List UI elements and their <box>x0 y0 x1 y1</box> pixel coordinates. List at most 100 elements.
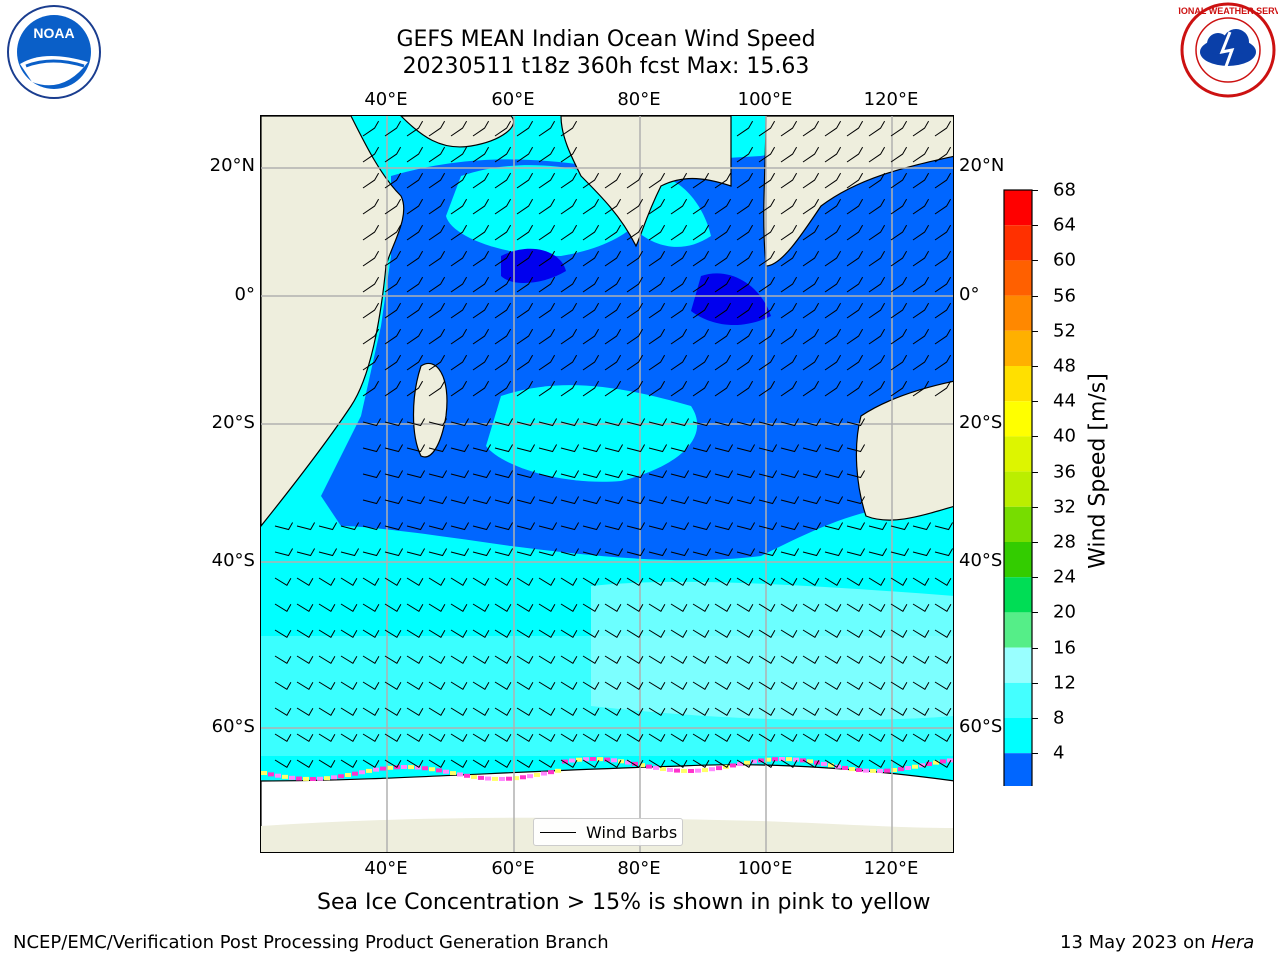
wind-barb <box>626 496 646 505</box>
graticule <box>261 116 953 852</box>
colorbar-tick-mark <box>1032 577 1038 579</box>
wind-barb <box>516 120 534 137</box>
wind-barb <box>560 603 578 612</box>
wind-barb <box>384 302 402 319</box>
sea-ice-cell <box>310 776 316 781</box>
wind-barb <box>868 198 886 215</box>
wind-barb <box>802 629 820 638</box>
wind-barb <box>472 681 490 690</box>
wind-barb <box>890 733 908 742</box>
sea-ice-cell <box>674 768 680 773</box>
wind-barb <box>582 198 600 215</box>
wind-barb <box>362 172 380 189</box>
wind-barb <box>670 276 688 293</box>
wind-barb <box>868 276 886 293</box>
wind-barb <box>912 120 930 137</box>
wind-barb <box>714 759 732 768</box>
wind-barb <box>868 224 886 241</box>
colorbar-segment <box>1004 366 1032 402</box>
wind-barb <box>670 733 688 742</box>
wind-barb <box>318 603 336 612</box>
sea-ice-cell <box>618 759 624 764</box>
wind-barb <box>626 328 644 345</box>
sea-ice-cell <box>681 768 687 773</box>
wind-barb <box>450 655 468 664</box>
wind-barb <box>560 276 578 293</box>
wind-barb <box>868 603 886 612</box>
wind-barb <box>560 328 578 345</box>
colorbar-segment <box>1004 577 1032 613</box>
colorbar-segment <box>1004 260 1032 296</box>
wind-barb <box>362 733 380 742</box>
wind-barbs <box>274 120 953 768</box>
wind-barb <box>912 250 930 267</box>
wind-barb <box>538 496 558 505</box>
sea-ice-cell <box>702 768 708 773</box>
colorbar-tick-mark <box>1032 436 1038 438</box>
sea-ice-cell <box>562 759 568 764</box>
wind-barb <box>868 380 886 397</box>
wind-barb <box>362 707 380 716</box>
wind-barb <box>648 707 666 716</box>
wind-barb <box>362 276 380 293</box>
lat-label-left-60s: 60°S <box>211 716 255 737</box>
wind-barb <box>890 224 908 241</box>
wind-barb <box>450 444 470 453</box>
wind-barb <box>802 418 822 427</box>
lat-label-right-0: 0° <box>959 284 980 305</box>
wind-barb <box>362 444 382 453</box>
wind-barb <box>934 655 952 664</box>
wind-barb <box>494 733 512 742</box>
sea-ice-cell <box>933 760 939 765</box>
wind-barb <box>780 629 798 638</box>
wind-barb <box>274 629 292 638</box>
wind-barb <box>516 470 536 479</box>
wind-barb <box>472 302 490 319</box>
wind-barb <box>494 250 512 267</box>
wind-barb <box>384 707 402 716</box>
wind-barb <box>362 522 382 531</box>
wind-barb <box>912 146 930 163</box>
sea-ice-cell <box>443 769 449 774</box>
wind-barb <box>494 681 512 690</box>
wind-barb <box>780 250 798 267</box>
wind-barb <box>604 759 622 768</box>
wind-barb <box>824 548 844 557</box>
wind-barb <box>516 548 536 557</box>
wind-barb <box>516 707 534 716</box>
wind-barb <box>626 172 644 189</box>
lat-label-left-20n: 20°N <box>209 155 255 176</box>
sea-ice-cell <box>373 767 379 772</box>
wind-barb <box>758 172 776 189</box>
wind-barb <box>890 354 908 371</box>
wind-barb <box>692 172 710 189</box>
wind-barb <box>670 328 688 345</box>
sea-ice-cell <box>835 764 841 769</box>
wind-barb <box>318 733 336 742</box>
lat-label-right-40s: 40°S <box>959 550 1003 571</box>
wind-barb <box>362 198 380 215</box>
wind-barb <box>846 470 866 479</box>
sea-ice-cell <box>940 759 946 764</box>
wind-barb <box>714 224 732 241</box>
wind-barb <box>934 548 953 557</box>
wind-barb <box>450 380 468 397</box>
wind-barb <box>516 328 534 345</box>
wind-barb <box>516 250 534 267</box>
sea-ice-cell <box>527 774 533 779</box>
wind-barb <box>780 198 798 215</box>
footer-date-text: 13 May 2023 on <box>1060 932 1212 953</box>
sea-ice-cell <box>380 766 386 771</box>
wind-barb <box>538 548 558 557</box>
wind-barb <box>538 172 556 189</box>
wind-barb <box>362 224 380 241</box>
wind-barb <box>296 548 316 557</box>
sea-ice-cell <box>576 757 582 762</box>
wind-barb <box>274 577 292 586</box>
sea-ice-cell <box>359 770 365 775</box>
sea-ice-cell <box>352 771 358 776</box>
sea-ice-cell <box>786 757 792 762</box>
wind-barb <box>670 418 690 427</box>
wind-barb <box>428 522 448 531</box>
wind-barb <box>802 470 822 479</box>
